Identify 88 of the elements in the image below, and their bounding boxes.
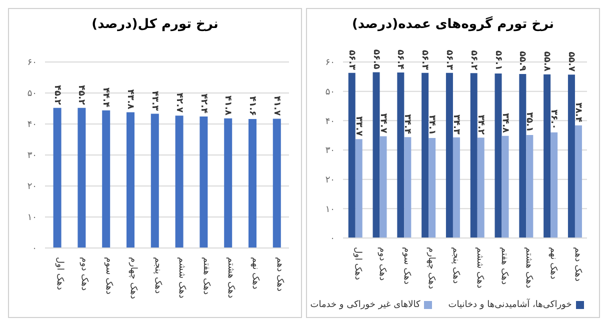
bar [404, 137, 412, 238]
data-label: ۴۳.۳ [149, 90, 160, 112]
bar [544, 74, 551, 238]
x-tick-label: دهک سوم [104, 257, 114, 294]
data-label: ۴۱.۶ [247, 96, 258, 116]
data-label: ۵۶.۳ [346, 50, 356, 70]
x-tick-label: دهک پنجم [450, 247, 460, 284]
x-tick-label: دهک دوم [79, 257, 90, 291]
bar [502, 136, 509, 238]
x-tick-label: دهک ششم [176, 257, 187, 298]
bar [348, 72, 356, 238]
data-label: ۵۶.۱ [492, 50, 503, 70]
data-label: ۵۶.۴ [395, 50, 406, 70]
data-label: ۳۸.۴ [573, 102, 584, 123]
bar [355, 139, 362, 238]
legend-label: کالاهای غیر خوراکی و خدمات [310, 300, 420, 310]
bar [494, 73, 502, 238]
legend-label: خوراکی‌ها، آشامیدنی‌ها و دخانیات [448, 300, 572, 310]
data-label: ۵۶.۳ [444, 50, 454, 70]
y-tick-label: ۳۰ [27, 151, 37, 162]
x-tick-label: دهک دهم [274, 257, 284, 292]
bar [574, 125, 582, 238]
y-tick-label: ۴۰ [27, 120, 37, 130]
data-label: ۴۲.۷ [174, 92, 184, 114]
chart-title: نرخ تورم کل(درصد) [90, 17, 220, 32]
data-label: ۳۴.۱ [426, 115, 437, 135]
data-label: ۴۳.۸ [125, 89, 136, 110]
y-tick-label: ۵۰ [27, 89, 37, 100]
data-label: ۴۵.۲ [76, 84, 86, 106]
data-label: ۳۴.۷ [378, 113, 388, 134]
y-tick-label: ۶۰ [325, 58, 335, 68]
x-tick-label: دهک چهارم [426, 247, 436, 290]
bar [550, 132, 558, 238]
data-label: ۳۴.۳ [451, 114, 462, 135]
data-label: ۵۵.۹ [517, 51, 528, 72]
y-tick-label: ۲۰ [325, 176, 335, 186]
bar [397, 72, 404, 238]
bar [526, 135, 534, 238]
bar [519, 74, 526, 238]
data-label: ۵۵.۷ [566, 52, 576, 72]
x-tick-label: دهک اول [54, 257, 65, 290]
bar [470, 73, 478, 238]
bar [452, 137, 460, 238]
x-tick-label: دهک دوم [377, 247, 388, 281]
y-tick-label: ۵۰ [325, 88, 335, 98]
y-tick-label: ۰ [32, 244, 37, 254]
data-label: ۴۱.۸ [222, 96, 233, 116]
data-label: ۳۶.۰ [548, 109, 559, 130]
bar [446, 72, 453, 238]
y-tick-label: ۶۰ [27, 58, 37, 68]
data-label: ۵۶.۲ [468, 50, 478, 71]
bar [422, 72, 429, 238]
x-tick-label: دهک هفتم [201, 257, 212, 295]
y-tick-label: ۰ [330, 234, 335, 244]
x-tick-label: دهک هشتم [524, 247, 534, 288]
x-tick-label: دهک سوم [402, 247, 412, 284]
y-tick-label: ۲۰ [27, 182, 37, 192]
x-tick-label: دهک اول [352, 247, 363, 280]
data-label: ۳۴.۲ [475, 114, 486, 136]
y-tick-label: ۱۰ [325, 204, 335, 215]
x-tick-label: دهک چهارم [128, 257, 138, 300]
data-label: ۳۳.۷ [353, 116, 364, 137]
bar [380, 136, 387, 238]
data-label: ۳۴.۴ [402, 114, 412, 135]
data-label: ۴۴.۴ [100, 87, 111, 108]
data-label: ۴۱.۷ [271, 96, 282, 116]
bar [477, 138, 484, 238]
chart-title: نرخ تورم گروه‌های عمده(درصد) [350, 17, 556, 32]
x-tick-label: دهک هشتم [226, 257, 236, 298]
data-label: ۵۵.۸ [542, 51, 552, 72]
data-label: ۳۵.۱ [524, 112, 534, 132]
x-tick-label: دهک نهم [250, 257, 260, 290]
data-label: ۵۶.۵ [370, 49, 381, 70]
x-tick-label: دهک هفتم [499, 247, 510, 285]
data-label: ۴۲.۴ [198, 94, 208, 114]
x-tick-label: دهک پنجم [152, 257, 162, 294]
x-tick-label: دهک دهم [572, 247, 582, 282]
data-label: ۴۵.۲ [52, 84, 62, 106]
data-label: ۳۴.۸ [500, 113, 510, 134]
y-tick-label: ۳۰ [325, 146, 335, 156]
bar [372, 72, 380, 238]
x-tick-label: دهک نهم [548, 247, 558, 280]
y-tick-label: ۴۰ [325, 116, 335, 127]
bar [568, 74, 575, 238]
data-label: ۵۶.۳ [420, 50, 430, 70]
y-tick-label: ۱۰ [27, 213, 37, 224]
x-tick-label: دهک ششم [474, 247, 485, 288]
bar [428, 138, 436, 238]
